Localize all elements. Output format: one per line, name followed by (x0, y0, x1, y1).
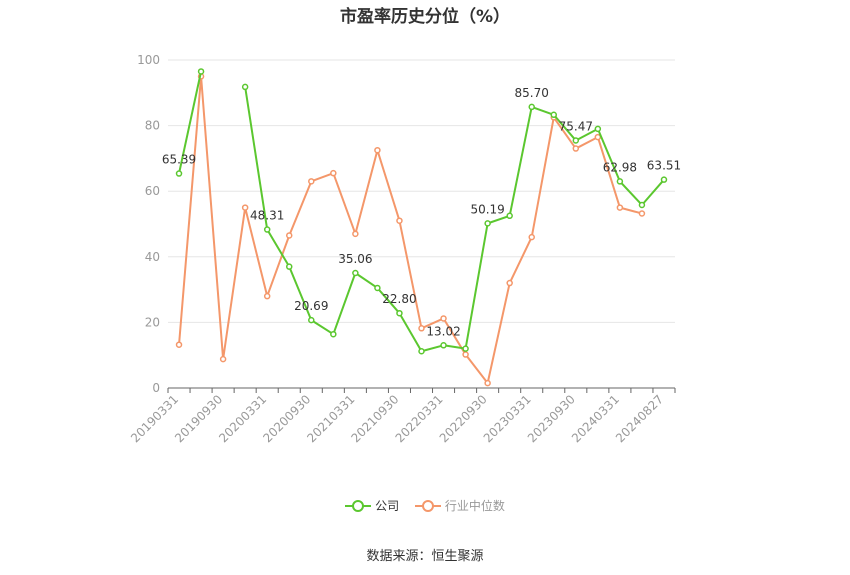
data-point-industry (175, 341, 183, 348)
data-point-industry (285, 232, 293, 239)
data-label: 65.39 (162, 153, 196, 167)
data-point-industry (308, 178, 315, 185)
data-point-industry (506, 279, 513, 287)
data-label: 62.98 (603, 160, 637, 174)
data-point-company (396, 309, 403, 317)
data-point-company (175, 170, 183, 177)
legend-industry-label: 行业中位数 (444, 499, 505, 513)
y-tick-label: 40 (145, 250, 160, 264)
data-point-industry (263, 292, 271, 300)
data-point-company (418, 348, 425, 355)
data-point-company (616, 178, 624, 185)
data-point-industry (484, 379, 491, 387)
series-line-industry (178, 75, 643, 385)
data-point-company (638, 201, 646, 209)
data-point-industry (418, 325, 425, 332)
legend: 公司 行业中位数 (0, 497, 850, 517)
data-point-company (330, 330, 337, 338)
data-point-company (572, 137, 580, 144)
data-point-company (506, 212, 513, 220)
data-point-company (263, 226, 271, 233)
data-point-company (197, 68, 205, 75)
data-label: 35.06 (338, 252, 372, 266)
data-point-industry (396, 217, 403, 224)
data-point-company (550, 111, 558, 119)
legend-item-industry[interactable]: 行业中位数 (414, 497, 505, 514)
legend-company-swatch-icon (345, 499, 372, 512)
data-label: 63.51 (647, 159, 681, 173)
y-tick-label: 100 (137, 53, 160, 67)
data-point-company (462, 345, 469, 352)
data-point-industry (440, 315, 447, 322)
data-point-company (484, 220, 491, 227)
data-point-company (594, 125, 602, 133)
data-point-company (241, 83, 249, 91)
legend-company-label: 公司 (375, 499, 400, 513)
data-point-industry (616, 204, 624, 211)
data-point-industry (374, 146, 381, 154)
data-point-company (528, 103, 535, 111)
chart-title: 市盈率历史分位（%） (339, 7, 511, 27)
data-label: 50.19 (470, 202, 504, 216)
data-point-industry (241, 204, 249, 211)
y-tick-label: 0 (152, 381, 160, 395)
data-point-industry (352, 230, 359, 238)
y-tick-label: 20 (145, 315, 160, 329)
data-point-company (352, 269, 359, 277)
data-point-industry (528, 233, 535, 241)
x-tick-label: 20240827 (613, 392, 666, 445)
data-point-industry (219, 355, 227, 363)
data-label: 75.47 (559, 119, 593, 133)
data-point-company (374, 284, 381, 292)
data-label: 20.69 (294, 299, 328, 313)
legend-item-company[interactable]: 公司 (345, 497, 399, 514)
series-line-company (244, 86, 665, 353)
data-point-industry (462, 351, 469, 358)
data-point-company (308, 316, 315, 324)
series-line-company (178, 71, 203, 174)
data-point-industry (638, 210, 646, 217)
data-point-industry (330, 169, 337, 177)
data-label: 13.02 (426, 324, 460, 338)
data-label: 48.31 (250, 209, 284, 223)
data-point-company (660, 176, 668, 183)
plot-area: 0204060801002019033120190930202003312020… (128, 53, 681, 445)
y-tick-label: 80 (145, 119, 160, 133)
data-point-industry (572, 145, 580, 152)
data-point-company (285, 263, 293, 270)
legend-industry-swatch-icon (414, 499, 441, 512)
data-label: 85.70 (515, 86, 549, 100)
y-tick-label: 60 (145, 184, 160, 198)
data-point-company (440, 342, 447, 349)
source-note: 数据来源：恒生聚源 (366, 549, 484, 564)
data-label: 22.80 (382, 292, 416, 306)
